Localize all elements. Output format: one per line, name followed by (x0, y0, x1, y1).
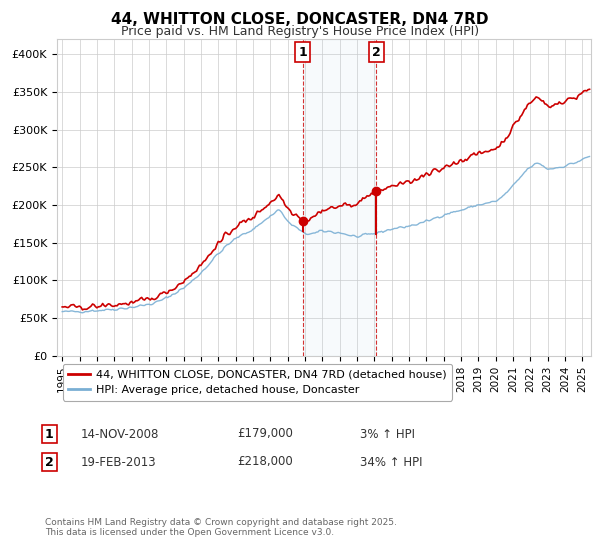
Text: £179,000: £179,000 (237, 427, 293, 441)
Text: 1: 1 (45, 427, 54, 441)
Text: 14-NOV-2008: 14-NOV-2008 (81, 427, 160, 441)
Legend: 44, WHITTON CLOSE, DONCASTER, DN4 7RD (detached house), HPI: Average price, deta: 44, WHITTON CLOSE, DONCASTER, DN4 7RD (d… (62, 364, 452, 400)
Text: 2: 2 (372, 45, 381, 59)
Text: 19-FEB-2013: 19-FEB-2013 (81, 455, 157, 469)
Text: 44, WHITTON CLOSE, DONCASTER, DN4 7RD: 44, WHITTON CLOSE, DONCASTER, DN4 7RD (111, 12, 489, 27)
Text: 34% ↑ HPI: 34% ↑ HPI (360, 455, 422, 469)
Text: Price paid vs. HM Land Registry's House Price Index (HPI): Price paid vs. HM Land Registry's House … (121, 25, 479, 38)
Text: 3% ↑ HPI: 3% ↑ HPI (360, 427, 415, 441)
Text: 2: 2 (45, 455, 54, 469)
Text: 1: 1 (298, 45, 307, 59)
Bar (302, 39, 376, 356)
Text: Contains HM Land Registry data © Crown copyright and database right 2025.
This d: Contains HM Land Registry data © Crown c… (45, 518, 397, 538)
Text: £218,000: £218,000 (237, 455, 293, 469)
